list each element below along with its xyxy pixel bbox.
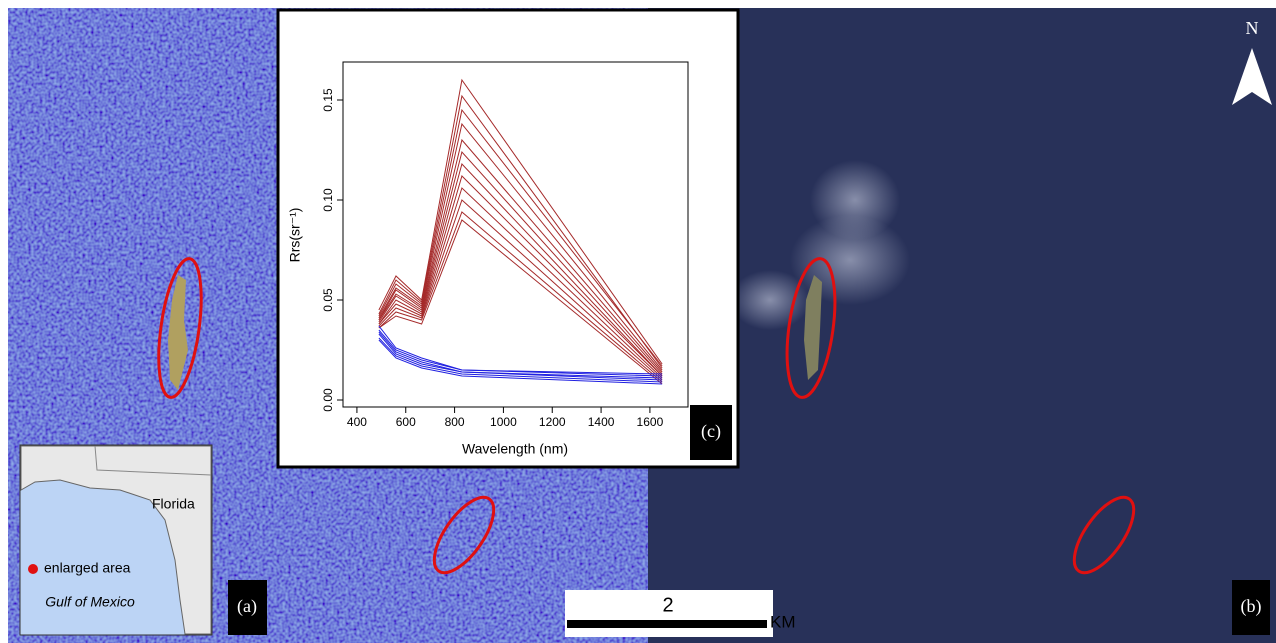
spectrum-line: [378, 337, 663, 383]
label-box: [228, 580, 267, 635]
x-tick-label: 1200: [539, 415, 566, 429]
scale-value: 2: [662, 594, 673, 616]
label-box: [690, 405, 732, 460]
scale-bar: [567, 620, 767, 628]
highlight: [785, 257, 837, 399]
plot-frame: [342, 61, 689, 408]
x-tick-label: 800: [445, 415, 465, 429]
slick-b: [804, 275, 822, 380]
y-axis-label: Rrs(sr⁻¹): [287, 208, 303, 263]
chart-panel: [276, 8, 740, 469]
y-tick-label: 0.10: [321, 188, 335, 212]
label-box: [1232, 580, 1270, 635]
spectrum-line: [378, 333, 663, 381]
spectrum-line: [378, 163, 663, 377]
spectrum-line: [378, 339, 663, 385]
x-axis-label: Wavelength (nm): [462, 441, 568, 457]
y-tick-label: 0.00: [321, 388, 335, 412]
x-tick-label: 1400: [588, 415, 615, 429]
north-label: N: [1246, 18, 1259, 38]
spectrum-line: [378, 211, 663, 383]
scale-box: [565, 590, 773, 637]
land: [20, 445, 212, 635]
panel-label: (c): [701, 421, 721, 442]
spectrum-line: [378, 187, 663, 379]
sea-label: Gulf of Mexico: [45, 594, 135, 610]
x-tick-label: 1000: [490, 415, 517, 429]
y-tick-label: 0.05: [321, 288, 335, 312]
y-tick-label: 0.15: [321, 88, 335, 112]
slick-a: [168, 275, 188, 390]
border: [94, 445, 212, 476]
panel-label: (b): [1241, 596, 1262, 617]
spectrum-line: [378, 331, 663, 379]
spectrum-line: [378, 329, 663, 377]
x-tick-label: 400: [347, 415, 367, 429]
scale-unit: KM: [770, 612, 796, 631]
cloud: [730, 270, 810, 330]
x-tick-label: 1600: [637, 415, 664, 429]
legend-label: enlarged area: [44, 560, 131, 576]
highlight: [1072, 495, 1136, 575]
spectrum-line: [378, 325, 663, 375]
highlight: [157, 257, 203, 399]
panel-label: (a): [237, 596, 257, 617]
spectrum-line: [378, 150, 663, 375]
spectrum-line: [378, 219, 663, 385]
highlight: [432, 495, 496, 575]
spectrum-line: [378, 175, 663, 377]
x-tick-label: 600: [396, 415, 416, 429]
north-arrow: [1232, 48, 1272, 105]
panel-b-bg: [648, 8, 1276, 643]
spectrum-line: [378, 199, 663, 381]
legend-dot: [28, 564, 38, 574]
state-label: Florida: [152, 496, 195, 512]
